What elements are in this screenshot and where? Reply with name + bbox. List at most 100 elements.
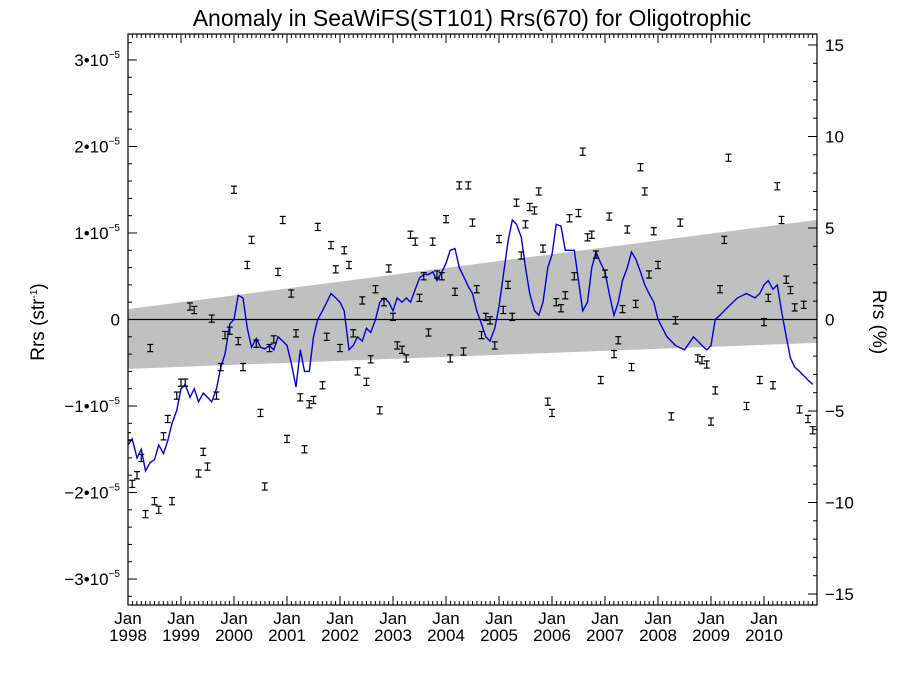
data-point bbox=[571, 272, 578, 281]
x-tick-year: 2001 bbox=[268, 626, 306, 645]
data-point bbox=[698, 355, 705, 365]
data-point bbox=[717, 285, 724, 294]
data-point bbox=[637, 163, 644, 172]
data-point bbox=[407, 230, 414, 239]
data-point bbox=[195, 469, 202, 478]
data-point bbox=[645, 270, 652, 279]
x-tick-year: 2008 bbox=[639, 626, 677, 645]
y2-tick-label: −10 bbox=[825, 494, 854, 513]
data-point bbox=[641, 187, 648, 196]
data-point bbox=[513, 198, 520, 207]
data-point bbox=[804, 414, 811, 424]
data-point bbox=[456, 181, 463, 190]
data-point bbox=[416, 293, 423, 303]
data-point bbox=[655, 260, 661, 270]
data-point bbox=[297, 393, 304, 402]
chart-title: Anomaly in SeaWiFS(ST101) Rrs(670) for O… bbox=[193, 5, 752, 31]
data-point bbox=[756, 375, 763, 385]
data-point bbox=[496, 234, 502, 244]
data-point bbox=[549, 408, 555, 418]
data-point bbox=[187, 302, 194, 311]
data-point bbox=[191, 305, 198, 315]
data-point bbox=[721, 235, 728, 245]
y-tick-label: −3•10−5 bbox=[64, 569, 120, 589]
data-point bbox=[469, 218, 476, 227]
data-point bbox=[164, 414, 171, 424]
y-tick-label: −2•10−5 bbox=[64, 483, 120, 503]
data-point bbox=[584, 233, 591, 242]
y-tick-label: 3•10−5 bbox=[74, 50, 120, 70]
data-point bbox=[791, 303, 798, 312]
data-point bbox=[597, 375, 604, 385]
data-point bbox=[796, 405, 803, 414]
data-point bbox=[566, 214, 573, 223]
data-point bbox=[266, 343, 273, 353]
data-point bbox=[800, 300, 807, 309]
data-point bbox=[606, 212, 613, 221]
data-point bbox=[274, 267, 281, 277]
data-point bbox=[138, 453, 145, 463]
y2-tick-label: −5 bbox=[825, 402, 844, 421]
data-point bbox=[473, 285, 480, 294]
data-point bbox=[376, 406, 383, 415]
data-point bbox=[558, 304, 565, 313]
y2-tick-label: 10 bbox=[825, 127, 844, 146]
data-point bbox=[270, 335, 277, 344]
data-point bbox=[385, 264, 392, 273]
data-point bbox=[677, 218, 684, 227]
data-point bbox=[500, 305, 507, 315]
data-point bbox=[142, 509, 149, 519]
data-point bbox=[712, 386, 719, 395]
x-tick-month: Jan bbox=[750, 609, 777, 628]
data-point bbox=[429, 237, 436, 246]
data-point bbox=[293, 329, 300, 338]
running-mean-line bbox=[128, 218, 814, 473]
data-point bbox=[261, 482, 268, 491]
data-point bbox=[778, 215, 785, 225]
data-point bbox=[231, 185, 237, 194]
data-point bbox=[619, 304, 626, 314]
data-point bbox=[394, 341, 401, 350]
data-point bbox=[624, 225, 631, 234]
data-point bbox=[668, 412, 675, 421]
data-point bbox=[332, 265, 339, 274]
data-point bbox=[253, 339, 260, 348]
data-point bbox=[491, 341, 498, 350]
x-tick-year: 2000 bbox=[215, 626, 253, 645]
x-tick-month: Jan bbox=[697, 609, 724, 628]
data-point bbox=[284, 434, 290, 444]
data-point bbox=[279, 215, 286, 225]
data-point bbox=[129, 479, 136, 489]
data-point bbox=[425, 328, 432, 337]
data-point bbox=[509, 312, 516, 322]
data-point bbox=[147, 343, 154, 353]
x-tick-year: 2005 bbox=[480, 626, 518, 645]
data-point bbox=[168, 496, 175, 506]
data-point bbox=[217, 362, 224, 372]
data-point bbox=[399, 345, 406, 354]
y2-tick-label: 5 bbox=[825, 219, 834, 238]
x-tick-year: 2006 bbox=[533, 626, 571, 645]
data-point bbox=[327, 240, 334, 250]
x-tick-month: Jan bbox=[114, 609, 141, 628]
data-point bbox=[452, 287, 459, 297]
y-axis-label: Rrs (str-1) bbox=[28, 283, 49, 361]
data-point bbox=[544, 397, 551, 406]
data-point bbox=[319, 381, 326, 390]
data-point bbox=[460, 347, 467, 356]
data-point bbox=[412, 237, 419, 246]
data-point bbox=[248, 235, 255, 245]
data-point bbox=[774, 182, 781, 191]
x-tick-month: Jan bbox=[432, 609, 459, 628]
data-point bbox=[403, 354, 410, 363]
data-point bbox=[226, 326, 233, 335]
x-tick-month: Jan bbox=[326, 609, 353, 628]
data-point bbox=[221, 330, 228, 340]
data-point bbox=[314, 222, 321, 232]
y-tick-label: 2•10−5 bbox=[74, 136, 120, 156]
data-point bbox=[350, 329, 357, 338]
x-tick-month: Jan bbox=[379, 609, 406, 628]
data-point bbox=[208, 314, 215, 323]
y2-axis-label: Rrs (%) bbox=[868, 290, 889, 354]
data-point bbox=[372, 285, 379, 294]
